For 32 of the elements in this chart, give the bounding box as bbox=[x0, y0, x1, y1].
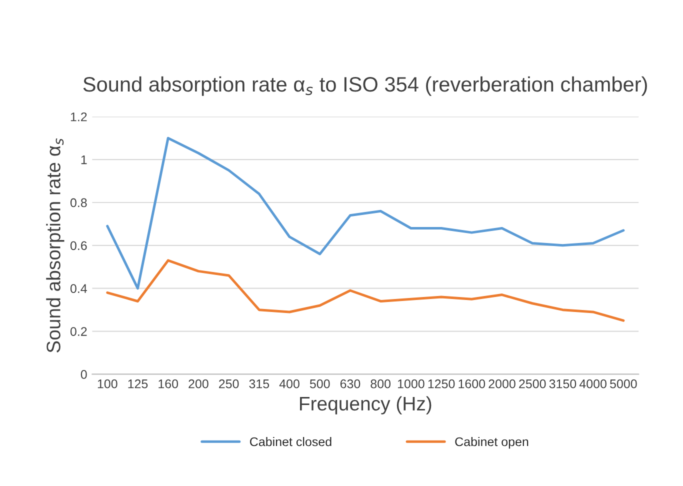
x-tick-label: 4000 bbox=[579, 379, 606, 388]
y-tick-label: 0.6 bbox=[70, 241, 87, 250]
legend-label: Cabinet closed bbox=[250, 436, 332, 446]
y-tick-label: 0 bbox=[80, 370, 87, 379]
chart-title: Sound absorption rate α$_{s}$ to ISO 354 (reverberation chamber) bbox=[83, 76, 647, 96]
x-tick-label: 100 bbox=[98, 379, 118, 388]
x-tick-label: 160 bbox=[158, 379, 178, 388]
x-tick-label: 250 bbox=[219, 379, 239, 388]
x-tick-label: 5000 bbox=[610, 379, 637, 388]
legend-label: Cabinet open bbox=[455, 436, 528, 449]
x-tick-label: 3150 bbox=[549, 379, 576, 388]
x-tick-label: 1000 bbox=[398, 379, 424, 388]
x-tick-label: 500 bbox=[310, 379, 330, 388]
x-tick-label: 1250 bbox=[428, 379, 455, 388]
y-tick-label: 0.8 bbox=[70, 198, 87, 208]
y-tick-label: 0.4 bbox=[70, 284, 87, 294]
y-axis-title: Sound absorption rate α$_{s}$ bbox=[46, 138, 64, 352]
x-tick-label: 2000 bbox=[488, 379, 516, 388]
x-tick-label: 315 bbox=[249, 379, 270, 388]
x-tick-label: 1600 bbox=[458, 379, 486, 388]
line-series bbox=[106, 136, 625, 290]
x-tick-label: 800 bbox=[370, 379, 391, 388]
x-tick-label: 2500 bbox=[519, 379, 546, 388]
y-tick-label: 1.2 bbox=[70, 112, 87, 122]
x-tick-label: 200 bbox=[188, 379, 208, 388]
y-tick-label: 1 bbox=[81, 156, 87, 164]
x-tick-label: 125 bbox=[128, 379, 148, 388]
x-tick-label: 400 bbox=[279, 379, 300, 388]
x-axis-title: Frequency (Hz) bbox=[300, 396, 432, 414]
x-tick-label: 630 bbox=[340, 379, 360, 388]
y-tick-label: 0.2 bbox=[70, 327, 87, 336]
line-series bbox=[106, 259, 625, 322]
